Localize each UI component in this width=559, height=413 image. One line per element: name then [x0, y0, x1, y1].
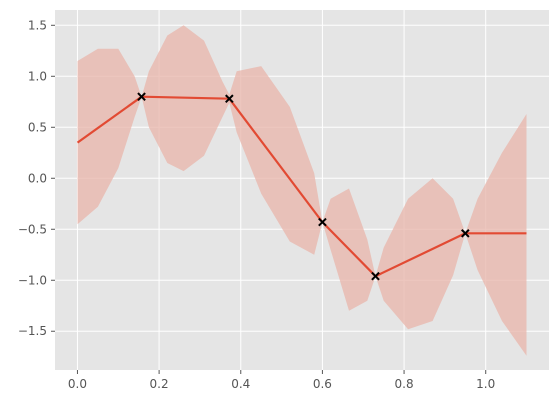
y-tick-label: −1.0 [18, 273, 47, 287]
y-axis-ticks: 1.5 1.0 0.5 0.0 −0.5 −1.0 −1.5 [18, 18, 55, 338]
marker-stroke [318, 217, 327, 227]
observation-marker [318, 217, 327, 227]
x-tick-label: 0.2 [150, 377, 169, 391]
confidence-band-layer [77, 25, 527, 356]
x-tick-label: 0.8 [395, 377, 414, 391]
y-tick-label: 0.5 [28, 120, 47, 134]
observation-marker [225, 94, 234, 104]
y-tick-label: −1.5 [18, 324, 47, 338]
x-tick-label: 0.4 [231, 377, 250, 391]
y-tick-label: 1.0 [28, 69, 47, 83]
observation-marker [460, 229, 470, 238]
confidence-band [77, 25, 527, 356]
marker-stroke [225, 94, 234, 104]
x-axis-ticks: 0.0 0.2 0.4 0.6 0.8 1.0 [68, 370, 495, 391]
x-tick-label: 1.0 [476, 377, 495, 391]
observation-marker [137, 92, 146, 101]
y-tick-label: 0.0 [28, 171, 47, 185]
marker-stroke [137, 92, 146, 101]
marker-stroke [371, 271, 380, 281]
y-tick-label: −0.5 [18, 222, 47, 236]
x-tick-label: 0.6 [313, 377, 332, 391]
marker-stroke [460, 229, 470, 238]
x-tick-label: 0.0 [68, 377, 87, 391]
y-tick-label: 1.5 [28, 18, 47, 32]
observation-marker [371, 271, 380, 281]
observation-markers [137, 92, 470, 281]
